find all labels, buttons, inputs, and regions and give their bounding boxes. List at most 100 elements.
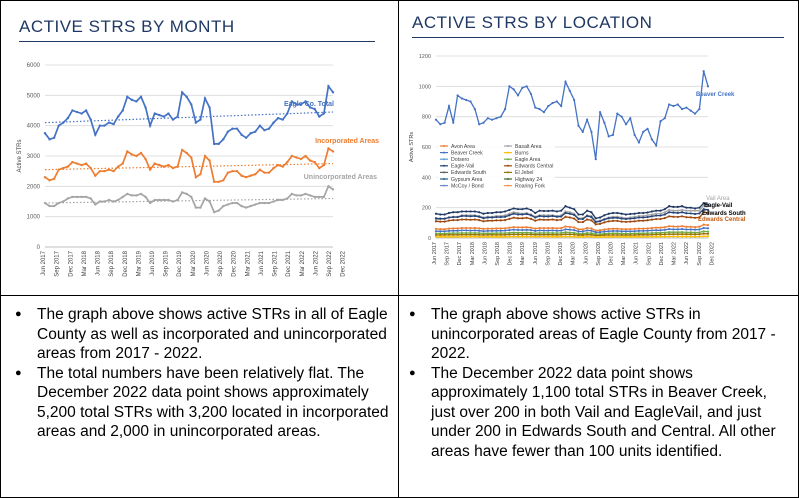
edwards-south-point: [616, 216, 619, 219]
eagle-vail-point: [503, 210, 507, 213]
gypsum-area-point: [555, 229, 558, 232]
edwards-south-point: [646, 215, 649, 219]
eagle-area-point: [663, 231, 666, 234]
edwards-central-point: [629, 220, 632, 223]
gypsum-area-point: [508, 229, 511, 232]
eagle-vail-point: [456, 211, 459, 214]
beaver-creek-point: [668, 103, 671, 106]
unincorporated-areas-trendline: [44, 197, 334, 204]
eagle-co-total-point: [203, 97, 207, 100]
unincorporated-areas-point: [322, 195, 326, 199]
burns-point: [456, 235, 459, 238]
x-tick-label: Mar 2021: [621, 242, 627, 265]
eagle-co-total-point: [318, 115, 321, 118]
eagle-co-total-point: [258, 124, 262, 127]
incorporated-areas-point: [272, 166, 275, 170]
eagle-co-total-point: [158, 113, 161, 117]
incorporated-areas-point: [327, 147, 330, 150]
vail-area-point: [637, 214, 641, 218]
beaver-creek-point: [512, 88, 515, 91]
highway-24-point: [521, 233, 524, 236]
beaver-creek-point: [581, 130, 584, 133]
beaver-creek-point: [693, 112, 697, 115]
gypsum-area-point: [594, 231, 597, 234]
incorporated-areas-point: [308, 159, 312, 162]
legend-marker: [443, 171, 445, 174]
burns-point: [568, 235, 571, 238]
gypsum-area-point: [439, 230, 442, 233]
highway-24-point: [491, 233, 494, 236]
highway-24-point: [555, 233, 558, 236]
highway-24-point: [663, 233, 666, 236]
incorporated-areas-point: [286, 160, 289, 164]
x-tick-label: Sep 2019: [545, 242, 551, 266]
unincorporated-areas-point: [66, 197, 70, 200]
edwards-central-point: [689, 216, 692, 219]
unincorporated-areas-point: [48, 204, 51, 208]
highway-24-line: [436, 232, 709, 237]
x-tick-label: Sep 2019: [164, 250, 170, 276]
unincorporated-areas-point: [62, 200, 65, 203]
y-axis-title: Active STRs: [409, 132, 415, 163]
eagle-vail-point: [491, 211, 494, 215]
burns-point: [672, 235, 675, 238]
burns-point: [659, 235, 662, 238]
vail-area-point: [668, 208, 671, 212]
burns-point: [676, 235, 679, 238]
legend-item: Highway 24: [515, 177, 542, 183]
eagle-co-total-point: [217, 142, 220, 146]
y-tick-label: 200: [422, 206, 431, 212]
eagle-area-line: [435, 230, 709, 235]
gypsum-area-point: [538, 229, 541, 232]
eagle-co-total-point: [84, 109, 88, 112]
eagle-vail-point: [607, 212, 610, 215]
edwards-south-point: [538, 214, 541, 218]
left-note-1: The graph above shows active STRs in all…: [6, 305, 390, 364]
vail-area-point: [516, 211, 520, 215]
highway-24-point: [659, 233, 662, 236]
x-tick-label: Jun 2021: [259, 250, 265, 275]
edwards-central-point: [568, 216, 571, 219]
gypsum-area-point: [629, 230, 632, 233]
avon-area-point: [547, 227, 550, 230]
burns-point: [516, 235, 520, 238]
eagle-area-point: [706, 230, 710, 233]
edwards-central-point: [447, 219, 451, 222]
incorporated-areas-point: [126, 150, 129, 153]
legend-marker: [507, 158, 509, 161]
highway-24-point: [538, 233, 541, 236]
unincorporated-areas-point: [222, 204, 225, 208]
beaver-creek-point: [564, 80, 567, 83]
eagle-vail-point: [499, 211, 502, 214]
highway-24-point: [439, 233, 442, 237]
highway-24-point: [620, 234, 623, 237]
burns-point: [611, 235, 615, 238]
month-chart: 0 1000 2000 3000 4000 5000 6000 Active STRs Jun …: [17, 63, 379, 277]
eagle-co-total-point: [171, 118, 175, 121]
eagle-area-point: [434, 232, 438, 235]
edwards-central-point: [534, 219, 537, 222]
x-tick-label: Mar 2018: [82, 250, 88, 276]
x-tick-label: Mar 2022: [300, 250, 306, 276]
avon-area-point: [460, 226, 464, 230]
gypsum-area-line: [435, 227, 709, 234]
eagle-area-point: [633, 232, 636, 235]
edwards-central-point: [439, 220, 442, 223]
beaver-creek-point: [672, 104, 675, 108]
vail-area-point: [685, 209, 688, 212]
eagle-vail-point: [642, 211, 645, 215]
beaver-creek-point: [555, 100, 558, 103]
eagle-co-total-point: [94, 133, 97, 136]
burns-point: [469, 235, 472, 238]
unincorporated-areas-point: [98, 200, 102, 203]
edwards-south-point: [452, 215, 455, 219]
edwards-central-point: [538, 218, 541, 221]
highway-24-point: [611, 233, 615, 237]
eagle-vail-point: [577, 213, 580, 216]
edwards-central-point: [706, 211, 710, 215]
gypsum-area-point: [607, 230, 610, 233]
avon-area-point: [611, 227, 615, 230]
unincorporated-areas-point: [244, 206, 248, 209]
burns-point: [646, 235, 649, 238]
edwards-south-point: [473, 214, 476, 218]
